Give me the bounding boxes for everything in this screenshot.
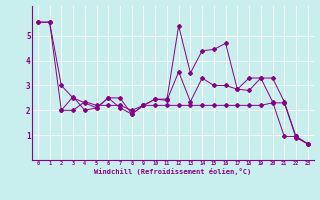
X-axis label: Windchill (Refroidissement éolien,°C): Windchill (Refroidissement éolien,°C) <box>94 168 252 175</box>
